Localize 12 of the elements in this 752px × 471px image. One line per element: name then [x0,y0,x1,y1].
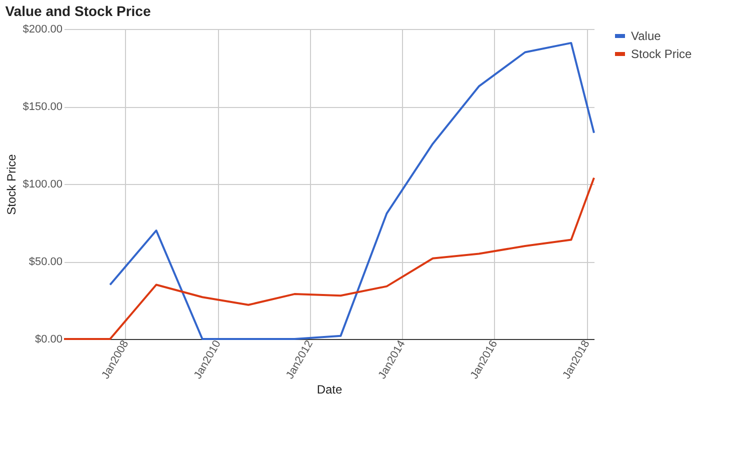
legend-label: Stock Price [631,47,692,61]
line-series [63,176,595,340]
line-series [109,42,595,340]
y-tick-label: $0.00 [34,334,62,346]
x-axis-title: Date [316,382,342,397]
y-tick-label: $50.00 [28,256,62,268]
chart-title: Value and Stock Price [5,3,151,19]
y-tick-label: $150.00 [22,101,62,113]
legend-label: Value [631,29,662,43]
y-axis-title: Stock Price [4,154,19,215]
y-tick-label: $100.00 [22,178,62,190]
y-tick-label: $200.00 [22,24,62,36]
